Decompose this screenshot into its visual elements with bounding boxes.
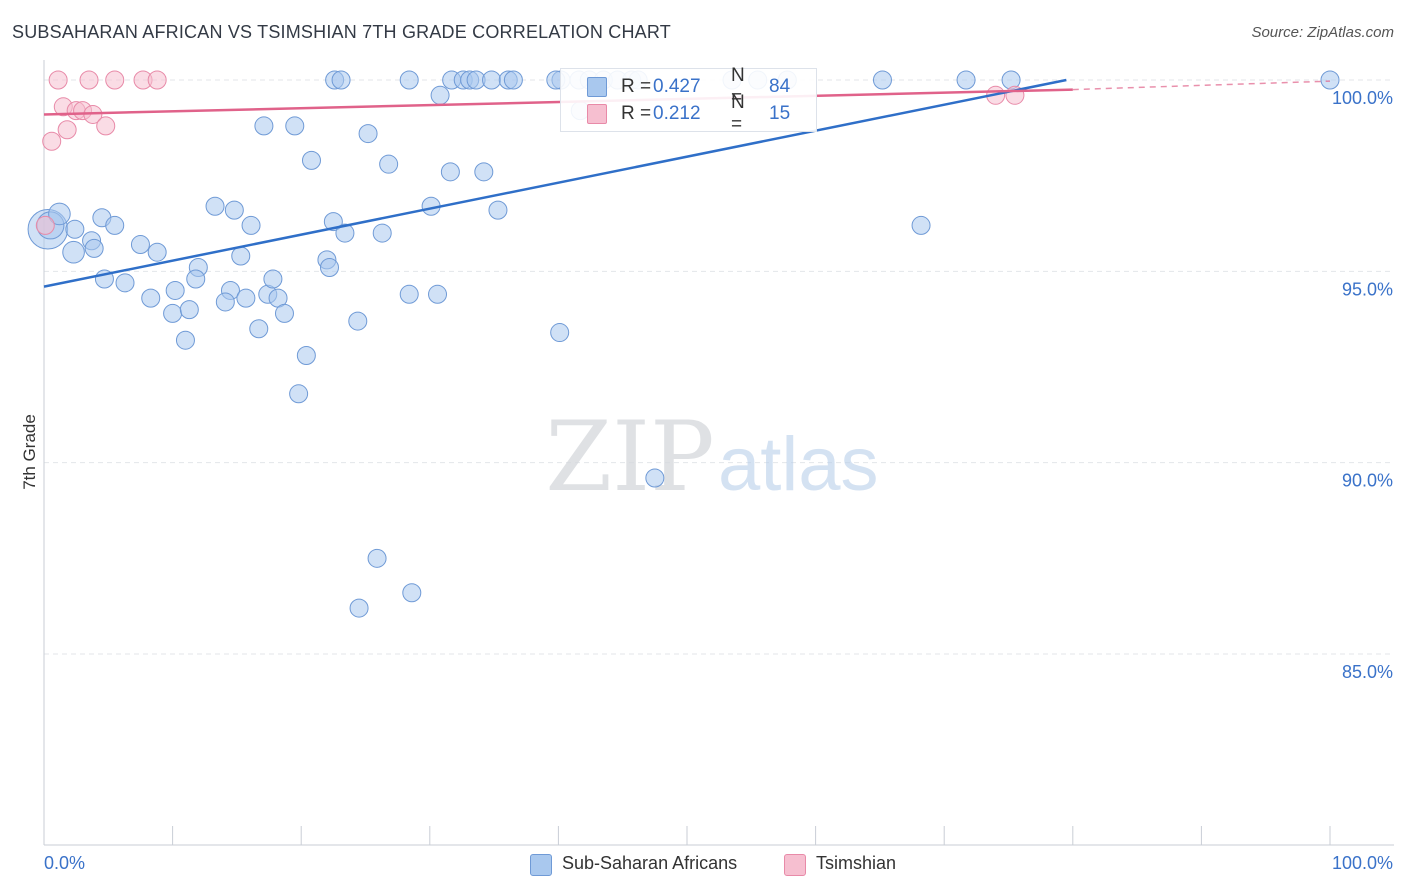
point-sub-saharan xyxy=(115,273,135,293)
x-tick-label-min: 0.0% xyxy=(44,853,85,873)
trend-lines xyxy=(43,78,1331,288)
point-tsimshian xyxy=(57,120,77,140)
point-sub-saharan xyxy=(428,284,448,304)
legend-label: Tsimshian xyxy=(816,853,897,873)
point-sub-saharan xyxy=(249,319,269,339)
legend-r-label: R = xyxy=(621,76,652,97)
legend-swatch-blue xyxy=(587,77,607,97)
point-sub-saharan xyxy=(911,215,931,235)
point-sub-saharan xyxy=(285,116,305,136)
point-sub-saharan xyxy=(289,384,309,404)
point-sub-saharan xyxy=(402,583,422,603)
point-sub-saharan xyxy=(956,70,976,90)
point-sub-saharan xyxy=(399,284,419,304)
point-sub-saharan xyxy=(179,300,199,320)
y-axis-label: 7th Grade xyxy=(20,414,39,490)
trend-line-extension xyxy=(1072,80,1331,91)
point-sub-saharan xyxy=(163,303,183,323)
point-sub-saharan xyxy=(236,288,256,308)
watermark-atlas: atlas xyxy=(718,422,879,507)
y-tick-label: 95.0% xyxy=(1342,279,1393,299)
point-sub-saharan xyxy=(430,85,450,105)
legend-swatch-pink xyxy=(784,854,806,876)
point-tsimshian xyxy=(105,70,125,90)
point-sub-saharan xyxy=(296,346,316,366)
point-sub-saharan xyxy=(372,223,392,243)
legend-n-value: 15 xyxy=(769,103,791,124)
legend-label: Sub-Saharan Africans xyxy=(562,853,738,873)
point-sub-saharan xyxy=(331,70,351,90)
point-tsimshian xyxy=(147,70,167,90)
point-sub-saharan xyxy=(231,246,251,266)
point-tsimshian xyxy=(35,215,55,235)
point-sub-saharan xyxy=(319,258,339,278)
point-sub-saharan xyxy=(482,70,502,90)
legend-r-value: 0.427 xyxy=(653,76,701,97)
point-sub-saharan xyxy=(48,202,71,226)
y-tick-label: 85.0% xyxy=(1342,662,1393,682)
point-sub-saharan xyxy=(488,200,508,220)
trend-line-tsimshian xyxy=(43,88,1073,116)
y-tick-label: 90.0% xyxy=(1342,471,1393,491)
point-sub-saharan xyxy=(645,468,665,488)
legend-swatch-pink xyxy=(587,104,607,124)
point-sub-saharan xyxy=(263,269,283,289)
axes xyxy=(43,60,1394,846)
point-sub-saharan xyxy=(175,330,195,350)
x-tick-label-max: 100.0% xyxy=(1332,853,1393,873)
point-tsimshian xyxy=(79,70,99,90)
watermark: ZIP atlas xyxy=(545,401,878,513)
point-sub-saharan xyxy=(301,150,321,170)
grid-lines xyxy=(44,79,1394,655)
trend-line-sub-saharan xyxy=(43,78,1067,288)
watermark-zip: ZIP xyxy=(545,401,714,513)
point-sub-saharan xyxy=(130,235,150,255)
point-sub-saharan xyxy=(241,215,261,235)
legend-n-label: N = xyxy=(731,92,745,135)
point-sub-saharan xyxy=(186,269,206,289)
point-tsimshian xyxy=(48,70,68,90)
point-sub-saharan xyxy=(1320,70,1340,90)
point-sub-saharan xyxy=(215,292,235,312)
point-sub-saharan xyxy=(62,240,85,264)
point-tsimshian xyxy=(96,116,116,136)
point-sub-saharan xyxy=(474,162,494,182)
correlation-legend: R = 0.427 N = 84 R = 0.212 N = 15 xyxy=(560,65,817,135)
point-sub-saharan xyxy=(550,323,570,343)
legend-r-label: R = xyxy=(621,103,652,124)
point-sub-saharan xyxy=(872,70,892,90)
point-sub-saharan xyxy=(335,223,355,243)
point-sub-saharan xyxy=(205,196,225,216)
point-sub-saharan xyxy=(503,70,523,90)
point-sub-saharan xyxy=(358,124,378,144)
point-sub-saharan xyxy=(379,154,399,174)
point-sub-saharan xyxy=(147,242,167,262)
point-sub-saharan xyxy=(84,238,104,258)
point-sub-saharan xyxy=(165,280,185,300)
point-sub-saharan xyxy=(224,200,244,220)
point-sub-saharan xyxy=(367,548,387,568)
legend-swatch-blue xyxy=(530,854,552,876)
chart-title: SUBSAHARAN AFRICAN VS TSIMSHIAN 7TH GRAD… xyxy=(12,22,671,42)
axis-labels: 100.0% 95.0% 90.0% 85.0% 0.0% 100.0% 7th Grade xyxy=(20,88,1393,873)
point-tsimshian xyxy=(42,131,62,151)
point-sub-saharan xyxy=(254,116,274,136)
legend-n-label: N = xyxy=(731,65,745,108)
point-sub-saharan xyxy=(141,288,161,308)
legend-n-value: 84 xyxy=(769,76,791,97)
point-sub-saharan xyxy=(440,162,460,182)
point-sub-saharan xyxy=(274,303,294,323)
point-sub-saharan xyxy=(348,311,368,331)
point-sub-saharan xyxy=(65,219,85,239)
legend-r-value: 0.212 xyxy=(653,103,701,124)
data-points xyxy=(27,70,1340,618)
point-sub-saharan xyxy=(399,70,419,90)
point-sub-saharan xyxy=(349,598,369,618)
source-label: Source: ZipAtlas.com xyxy=(1251,24,1394,41)
point-sub-saharan xyxy=(105,215,125,235)
y-tick-label: 100.0% xyxy=(1332,88,1393,108)
